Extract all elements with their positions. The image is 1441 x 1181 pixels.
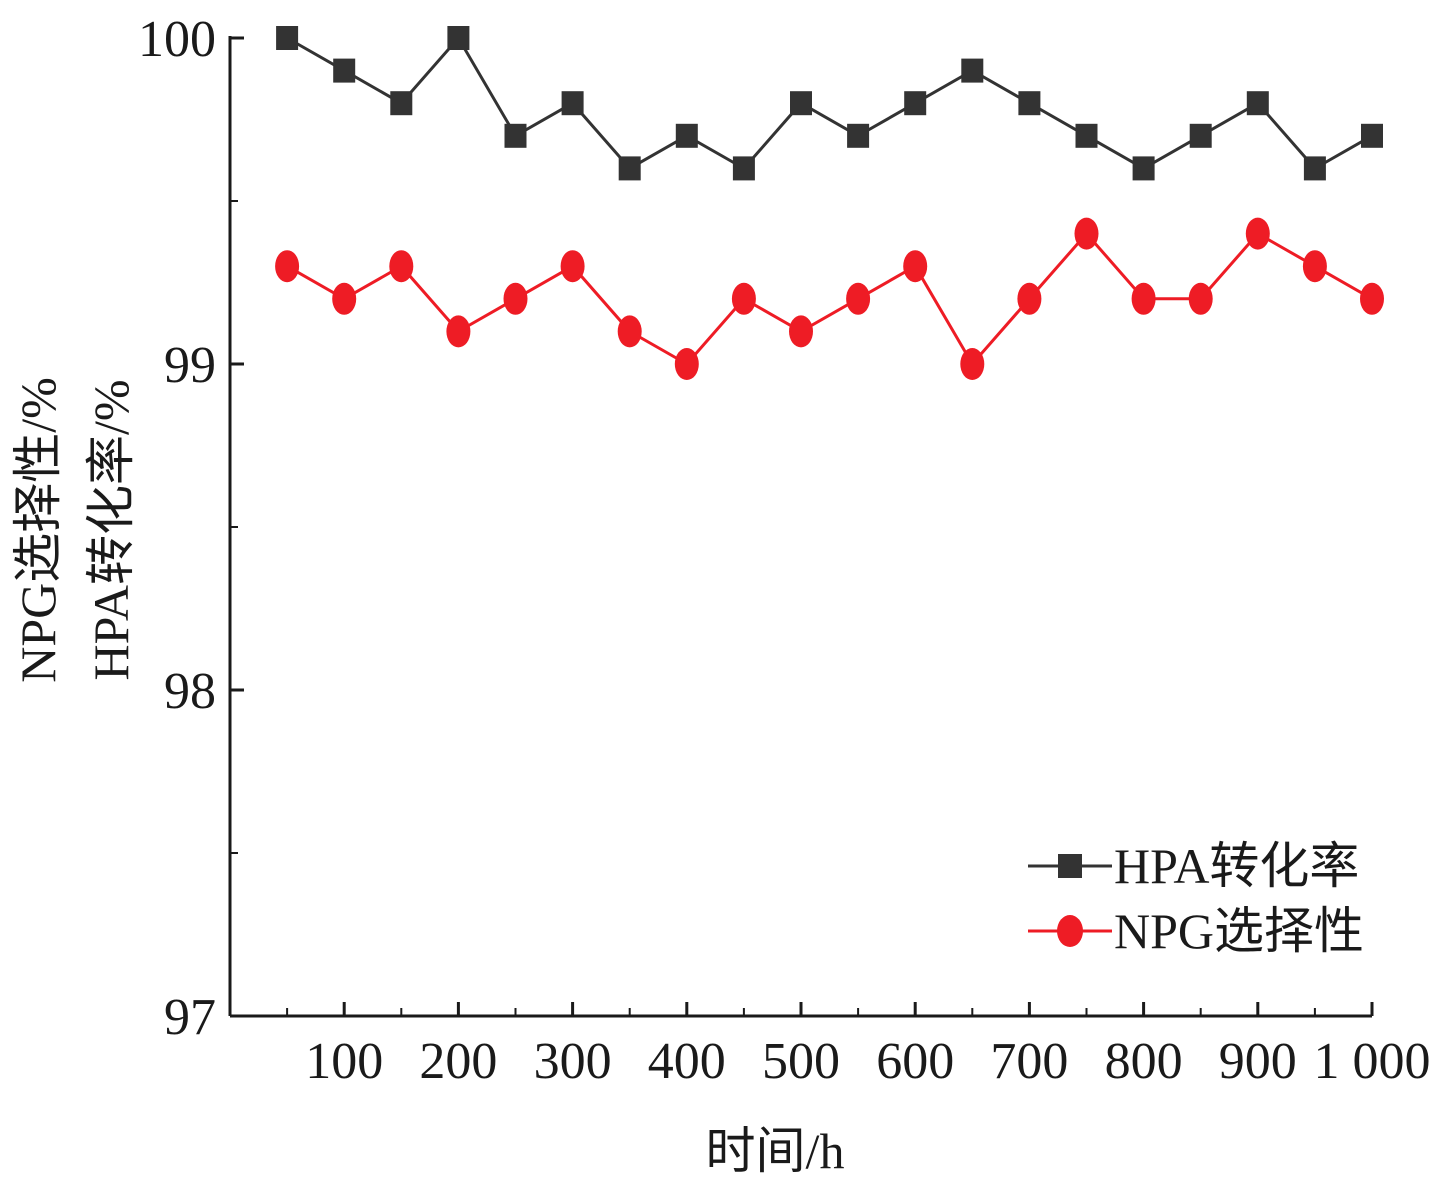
y-axis-title-line-1: NPG选择性/% bbox=[10, 377, 66, 683]
data-point bbox=[1303, 156, 1326, 181]
data-point bbox=[1075, 123, 1098, 148]
data-point bbox=[618, 156, 641, 181]
data-point bbox=[389, 250, 414, 283]
series-layer bbox=[275, 26, 1384, 380]
data-point bbox=[847, 123, 870, 148]
x-tick-label: 800 bbox=[1105, 1033, 1183, 1090]
data-point bbox=[275, 250, 300, 283]
x-tick-label: 500 bbox=[762, 1033, 840, 1090]
y-tick-label: 98 bbox=[164, 663, 216, 720]
data-point bbox=[1188, 282, 1213, 315]
data-point bbox=[390, 91, 413, 116]
y-tick-label: 97 bbox=[164, 989, 216, 1046]
x-tick-label: 700 bbox=[990, 1033, 1068, 1090]
x-tick-label: 900 bbox=[1219, 1033, 1297, 1090]
legend-label-npg: NPG选择性 bbox=[1114, 903, 1364, 959]
legend-marker-circle-icon bbox=[1057, 915, 1083, 947]
y-ticks: 97 98 99 100 bbox=[138, 11, 244, 1046]
data-point bbox=[732, 156, 755, 181]
x-tick-label: 200 bbox=[419, 1033, 497, 1090]
legend-label-hpa: HPA转化率 bbox=[1114, 838, 1359, 894]
data-point bbox=[1131, 282, 1156, 315]
data-point bbox=[846, 282, 871, 315]
data-point bbox=[1018, 91, 1041, 116]
data-point bbox=[561, 91, 584, 116]
data-point bbox=[674, 348, 699, 380]
x-tick-label: 1 000 bbox=[1314, 1033, 1431, 1090]
data-point bbox=[904, 91, 927, 116]
data-point bbox=[1189, 123, 1212, 148]
data-point bbox=[790, 91, 812, 116]
data-point bbox=[1074, 217, 1099, 250]
legend: HPA转化率 NPG选择性 bbox=[1028, 838, 1364, 959]
x-axis-title: 时间/h bbox=[706, 1123, 845, 1179]
data-point bbox=[617, 315, 642, 348]
x-tick-label: 100 bbox=[305, 1033, 383, 1090]
data-point bbox=[332, 282, 357, 315]
series-hpa bbox=[276, 26, 1383, 181]
data-point bbox=[1246, 91, 1269, 116]
data-point bbox=[675, 123, 698, 148]
y-tick-label: 100 bbox=[138, 11, 216, 68]
x-ticks: 100 200 300 400 500 600 700 800 900 1 000 bbox=[286, 1002, 1431, 1090]
legend-item-npg: NPG选择性 bbox=[1028, 903, 1364, 959]
x-tick-label: 400 bbox=[648, 1033, 726, 1090]
data-point bbox=[447, 26, 470, 50]
data-point bbox=[560, 250, 585, 283]
data-point bbox=[961, 58, 984, 83]
data-point bbox=[1132, 156, 1155, 181]
data-point bbox=[276, 26, 299, 50]
y-tick-label: 99 bbox=[164, 337, 216, 394]
y-axis-title: NPG选择性/% HPA转化率/% bbox=[10, 377, 139, 683]
series-npg bbox=[275, 217, 1384, 380]
x-tick-label: 600 bbox=[876, 1033, 954, 1090]
data-point bbox=[960, 348, 985, 380]
data-point bbox=[333, 58, 356, 83]
data-point bbox=[1302, 250, 1327, 283]
data-point bbox=[1360, 282, 1384, 315]
x-tick-label: 300 bbox=[534, 1033, 612, 1090]
data-point bbox=[903, 250, 928, 283]
data-point bbox=[1017, 282, 1042, 315]
data-point bbox=[504, 123, 527, 148]
y-axis-title-line-2: HPA转化率/% bbox=[83, 380, 139, 681]
legend-marker-square-icon bbox=[1058, 854, 1082, 878]
series-line bbox=[286, 35, 1373, 171]
data-point bbox=[503, 282, 528, 315]
data-point bbox=[731, 282, 756, 315]
data-point bbox=[1245, 217, 1270, 250]
data-point bbox=[789, 315, 813, 348]
legend-item-hpa: HPA转化率 bbox=[1028, 838, 1359, 894]
data-point bbox=[446, 315, 471, 348]
data-point bbox=[1361, 123, 1383, 148]
